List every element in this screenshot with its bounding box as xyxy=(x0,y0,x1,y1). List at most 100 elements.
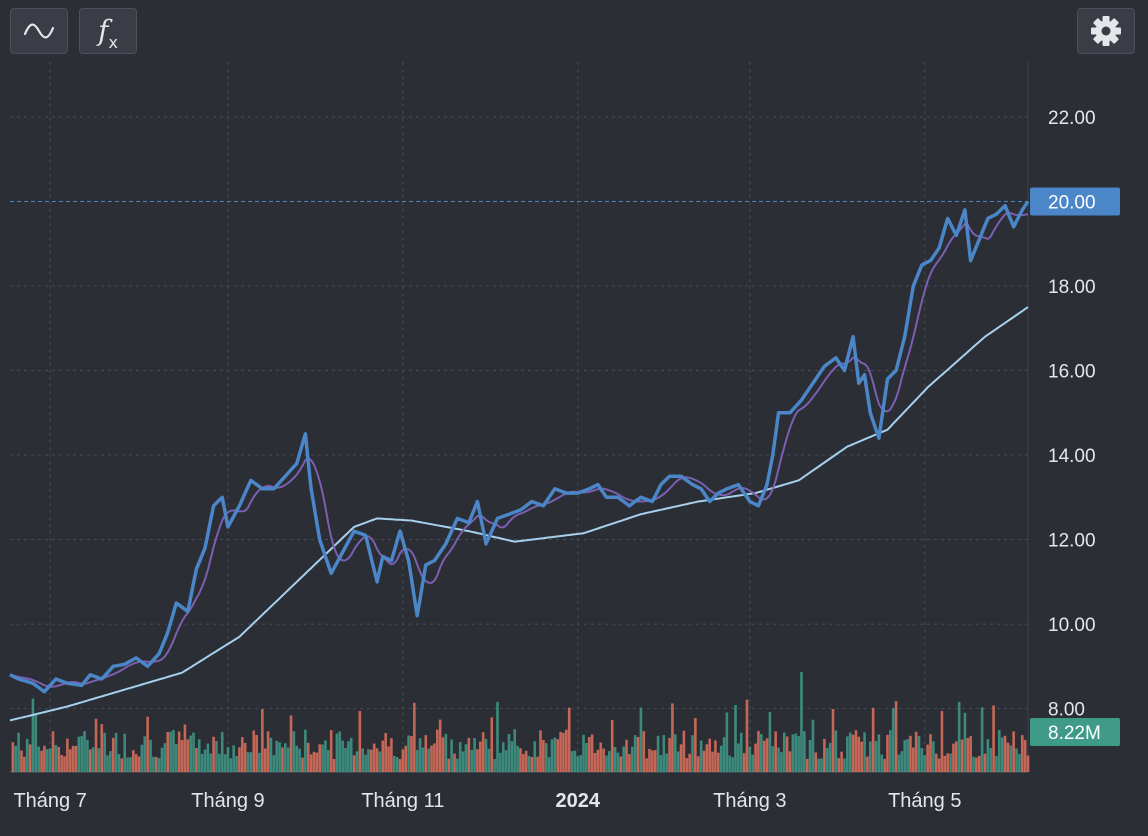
volume-bar xyxy=(45,749,49,772)
volume-bar xyxy=(476,749,479,772)
volume-bar xyxy=(504,750,508,772)
volume-bar xyxy=(384,733,387,772)
volume-bar xyxy=(266,731,270,772)
volume-bar xyxy=(639,707,643,772)
indicators-button[interactable]: fx xyxy=(79,8,137,54)
volume-bar xyxy=(854,730,858,772)
volume-bar xyxy=(441,737,445,772)
volume-bar xyxy=(874,741,878,772)
function-fx-icon: fx xyxy=(98,14,118,52)
volume-bar xyxy=(823,738,826,772)
volume-bar xyxy=(585,742,588,772)
volume-bar xyxy=(737,743,740,772)
volume-bar xyxy=(60,755,63,772)
volume-bar xyxy=(542,740,545,772)
volume-bar xyxy=(989,747,993,772)
volume-bar xyxy=(760,734,763,772)
last-price-label: 20.00 xyxy=(1048,192,1096,213)
volume-bar xyxy=(983,753,987,772)
last-price-badge xyxy=(1030,187,1120,216)
volume-bar xyxy=(567,707,571,772)
volume-bar xyxy=(719,745,723,772)
volume-bar xyxy=(450,739,453,772)
volume-bar xyxy=(550,739,554,772)
volume-bar xyxy=(218,753,221,772)
volume-bar xyxy=(565,729,568,772)
volume-bar xyxy=(648,748,651,772)
volume-bar xyxy=(246,752,250,772)
volume-bar xyxy=(160,747,164,772)
volume-bar xyxy=(1006,742,1010,772)
volume-bar xyxy=(289,715,293,772)
volume-bar xyxy=(808,739,812,772)
volume-bar xyxy=(940,711,944,772)
volume-bar xyxy=(1018,753,1021,772)
volume-bar xyxy=(562,732,565,772)
axis-badges: 20.00 8.22M xyxy=(1030,187,1120,746)
volume-bar xyxy=(154,757,158,772)
volume-bar xyxy=(628,754,631,772)
volume-bar xyxy=(903,740,906,772)
volume-bar xyxy=(977,755,981,772)
volume-bar xyxy=(243,742,247,772)
volume-bar xyxy=(301,757,304,772)
volume-bar xyxy=(456,758,459,772)
volume-bar xyxy=(275,740,278,772)
volume-bar xyxy=(688,753,691,772)
volume-bar xyxy=(11,742,15,772)
volume-bar xyxy=(625,739,628,772)
volume-bar xyxy=(929,734,932,772)
volume-bar xyxy=(691,735,694,772)
volume-bar xyxy=(71,745,75,772)
volume-bar xyxy=(530,756,534,772)
volume-bar xyxy=(421,747,425,772)
volume-bar xyxy=(863,732,866,772)
volume-bar xyxy=(175,744,178,772)
volume-bar xyxy=(195,747,198,772)
volume-bar xyxy=(114,732,118,772)
chart-style-button[interactable] xyxy=(10,8,68,54)
volume-bar xyxy=(375,748,379,772)
volume-bar xyxy=(934,753,938,772)
volume-bar xyxy=(651,750,654,772)
volume-bar xyxy=(843,758,846,772)
volume-bar xyxy=(622,746,625,772)
volume-bar xyxy=(77,736,81,772)
volume-bar xyxy=(716,752,720,772)
settings-button[interactable] xyxy=(1077,8,1135,54)
volume-bar xyxy=(668,737,671,772)
line-chart-icon xyxy=(23,23,55,39)
volume-bar xyxy=(602,748,605,772)
volume-bar xyxy=(871,707,875,772)
volume-bar xyxy=(917,736,921,772)
volume-bar xyxy=(203,749,207,772)
volume-bar xyxy=(34,713,38,772)
volume-bar xyxy=(433,743,436,772)
volume-bar xyxy=(157,758,161,772)
volume-bar xyxy=(94,718,98,772)
volume-bar xyxy=(143,736,147,772)
volume-bar xyxy=(493,759,496,772)
volume-bar xyxy=(714,740,717,772)
volume-bar xyxy=(352,755,356,772)
x-tick-label: Tháng 7 xyxy=(13,790,86,812)
volume-bar xyxy=(587,737,591,772)
volume-bar xyxy=(358,710,362,772)
volume-bar xyxy=(969,736,972,772)
volume-bar xyxy=(659,755,663,772)
volume-bar xyxy=(370,749,373,772)
volume-bar xyxy=(464,744,468,772)
volume-bar xyxy=(848,732,852,772)
volume-bar xyxy=(192,732,195,772)
volume-bar xyxy=(200,754,204,772)
volume-bar xyxy=(610,719,614,772)
chart-grid xyxy=(10,62,1029,773)
volume-bar xyxy=(599,742,603,772)
volume-bar xyxy=(711,751,714,772)
volume-bar xyxy=(986,739,990,772)
volume-bar xyxy=(539,730,542,772)
volume-bar xyxy=(100,724,104,772)
volume-bar xyxy=(413,702,416,772)
volume-bar xyxy=(533,741,537,772)
